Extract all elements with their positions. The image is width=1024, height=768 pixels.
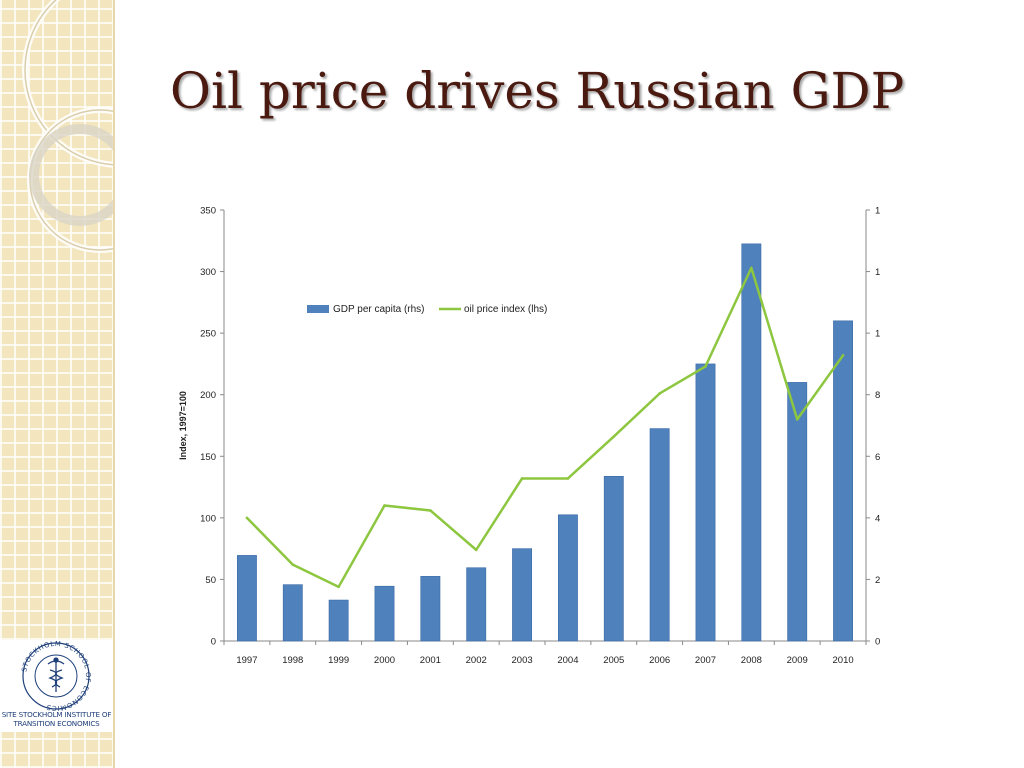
right-tick-label: 2000 (875, 575, 880, 586)
x-tick-label: 2010 (833, 655, 854, 666)
gdp-bar (328, 599, 349, 642)
gdp-bar (695, 363, 716, 642)
left-tick-label: 0 (211, 637, 216, 648)
x-tick-label: 2001 (420, 655, 441, 666)
right-tick-label: 6000 (875, 452, 880, 463)
gdp-bar (512, 548, 533, 642)
oil-price-point (841, 354, 845, 357)
oil-price-point (337, 585, 340, 589)
x-tick-label: 2003 (512, 655, 533, 666)
gdp-bar (787, 382, 808, 642)
oil-price-line (246, 266, 845, 589)
left-tick-label: 300 (200, 267, 216, 278)
school-logo: STOCKHOLM SCHOOL OF ECONOMICS (0, 640, 113, 732)
right-tick-label: 4000 (875, 513, 880, 524)
legend-label-gdp: GDP per capita (rhs) (333, 304, 425, 315)
right-tick-label: 8000 (875, 390, 880, 401)
x-tick-label: 2005 (603, 655, 624, 666)
x-tick-label: 2002 (466, 655, 487, 666)
logo-caption-line2: TRANSITION ECONOMICS (13, 719, 100, 728)
gdp-bar (466, 567, 487, 642)
oil-price-point (566, 477, 570, 480)
left-tick-label: 150 (200, 452, 216, 463)
oil-price-point (383, 504, 386, 507)
gdp-bar (833, 320, 854, 642)
x-tick-label: 1998 (282, 655, 303, 666)
left-tick-label: 100 (200, 513, 216, 524)
legend-swatch-gdp (307, 305, 329, 313)
oil-price-point (750, 266, 753, 270)
gdp-bar (374, 585, 395, 642)
x-tick-label: 2000 (374, 655, 395, 666)
logo-caption-line1: SITE STOCKHOLM INSTITUTE OF (1, 710, 112, 719)
decorative-sidebar (0, 0, 113, 640)
gdp-bar (420, 576, 441, 642)
oil-price-point (612, 435, 616, 438)
oil-price-point (520, 477, 524, 480)
gdp-bar (236, 555, 257, 642)
oil-price-point (291, 563, 295, 566)
logo-seal: STOCKHOLM SCHOOL OF ECONOMICS (20, 640, 91, 712)
left-tick-label: 350 (200, 206, 216, 217)
oil-price-point (429, 509, 432, 512)
oil-price-point (245, 516, 249, 520)
oil-price-point (704, 365, 707, 368)
oil-price-point (474, 548, 478, 552)
right-tick-label: 10000 (875, 329, 880, 340)
x-tick-label: 1999 (328, 655, 349, 666)
right-tick-label: 14000 (875, 206, 880, 217)
gdp-bar (741, 243, 762, 642)
right-tick-label: 0 (875, 637, 880, 648)
x-tick-label: 2006 (649, 655, 670, 666)
x-tick-label: 1997 (236, 655, 257, 666)
slide-title: Oil price drives Russian GDP (170, 62, 905, 120)
decorative-sidebar-bottom (0, 732, 113, 768)
caduceus-icon (47, 657, 65, 692)
left-axis-title: Index, 1997=100 (178, 391, 188, 460)
left-tick-label: 50 (205, 575, 216, 586)
gdp-oil-chart: 0 50 100 150 200 250 300 350 0 2000 4000 6000 8000 10… (178, 206, 880, 667)
x-tick-label: 2004 (557, 655, 578, 666)
gdp-bar (603, 475, 624, 642)
gdp-bar (649, 428, 670, 642)
legend-label-oil: oil price index (lhs) (464, 304, 547, 315)
logo-caption: SITE STOCKHOLM INSTITUTE OF TRANSITION E… (0, 710, 113, 728)
left-tick-label: 250 (200, 329, 216, 340)
left-tick-label: 200 (200, 390, 216, 401)
oil-price-point (658, 392, 661, 395)
right-tick-label: 12000 (875, 267, 880, 278)
oil-price-point (795, 418, 799, 421)
plot-area: 0 50 100 150 200 250 300 350 0 2000 4000 6000 8000 10… (178, 206, 880, 667)
gdp-bar (282, 584, 303, 642)
sidebar-divider (113, 0, 115, 768)
decorative-rings (22, 0, 113, 253)
gdp-bar (557, 514, 578, 642)
x-tick-label: 2007 (695, 655, 716, 666)
x-tick-label: 2009 (787, 655, 808, 666)
x-tick-label: 2008 (741, 655, 762, 666)
